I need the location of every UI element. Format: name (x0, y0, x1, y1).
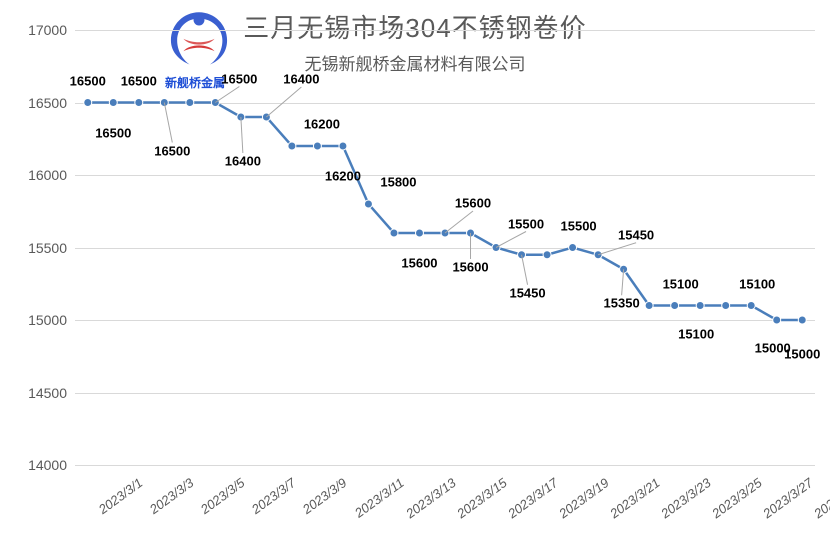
y-axis-tick-label: 17000 (7, 22, 67, 38)
x-axis-tick-label: 2023/3/7 (249, 475, 299, 517)
data-point-label: 15500 (508, 216, 544, 231)
x-axis-tick-label: 2023/3/29 (811, 475, 830, 521)
line-series-svg (75, 30, 815, 465)
gridline (75, 465, 815, 466)
x-axis-tick-label: 2023/3/1 (95, 475, 145, 517)
y-axis-tick-label: 14000 (7, 457, 67, 473)
data-point-label: 15350 (604, 296, 640, 311)
x-axis-tick-label: 2023/3/11 (352, 475, 407, 521)
chart-container: 新舰桥金属 三月无锡市场304不锈钢卷价 无锡新舰桥金属材料有限公司 14000… (0, 0, 830, 558)
data-point-label: 15100 (739, 276, 775, 291)
data-point-label: 15600 (452, 260, 488, 275)
data-point-label: 15500 (561, 218, 597, 233)
x-axis-tick-label: 2023/3/5 (197, 475, 247, 517)
data-point-label: 15600 (401, 256, 437, 271)
data-point-label: 16500 (221, 71, 257, 86)
x-axis-tick-label: 2023/3/17 (505, 475, 561, 521)
x-axis-tick-label: 2023/3/25 (709, 475, 765, 521)
y-axis-tick-label: 14500 (7, 385, 67, 401)
data-point-label: 16500 (121, 73, 157, 88)
plot-area: 140001450015000155001600016500170002023/… (75, 30, 815, 465)
data-point-label: 15600 (455, 196, 491, 211)
data-point-label: 16500 (154, 143, 190, 158)
data-point-label: 15000 (784, 347, 820, 362)
x-axis-tick-label: 2023/3/21 (607, 475, 663, 521)
x-axis-tick-label: 2023/3/13 (403, 475, 459, 521)
x-axis-tick-label: 2023/3/9 (300, 475, 350, 517)
data-point-label: 16500 (95, 125, 131, 140)
data-point-label: 16500 (70, 73, 106, 88)
x-axis-tick-label: 2023/3/15 (454, 475, 510, 521)
x-axis-tick-label: 2023/3/27 (760, 475, 816, 521)
y-axis-tick-label: 16000 (7, 167, 67, 183)
data-point-label: 16400 (225, 154, 261, 169)
y-axis-tick-label: 15000 (7, 312, 67, 328)
data-point-label: 15450 (618, 227, 654, 242)
y-axis-tick-label: 16500 (7, 95, 67, 111)
data-point-label: 15100 (663, 276, 699, 291)
x-axis-tick-label: 2023/3/19 (556, 475, 612, 521)
data-point-label: 16400 (283, 72, 319, 87)
x-axis-tick-label: 2023/3/23 (658, 475, 714, 521)
data-point-label: 15100 (678, 326, 714, 341)
y-axis-tick-label: 15500 (7, 240, 67, 256)
data-point-label: 15450 (509, 285, 545, 300)
data-point-label: 16200 (304, 117, 340, 132)
x-axis-tick-label: 2023/3/3 (146, 475, 196, 517)
data-point-label: 16200 (325, 169, 361, 184)
data-point-label: 15800 (380, 175, 416, 190)
